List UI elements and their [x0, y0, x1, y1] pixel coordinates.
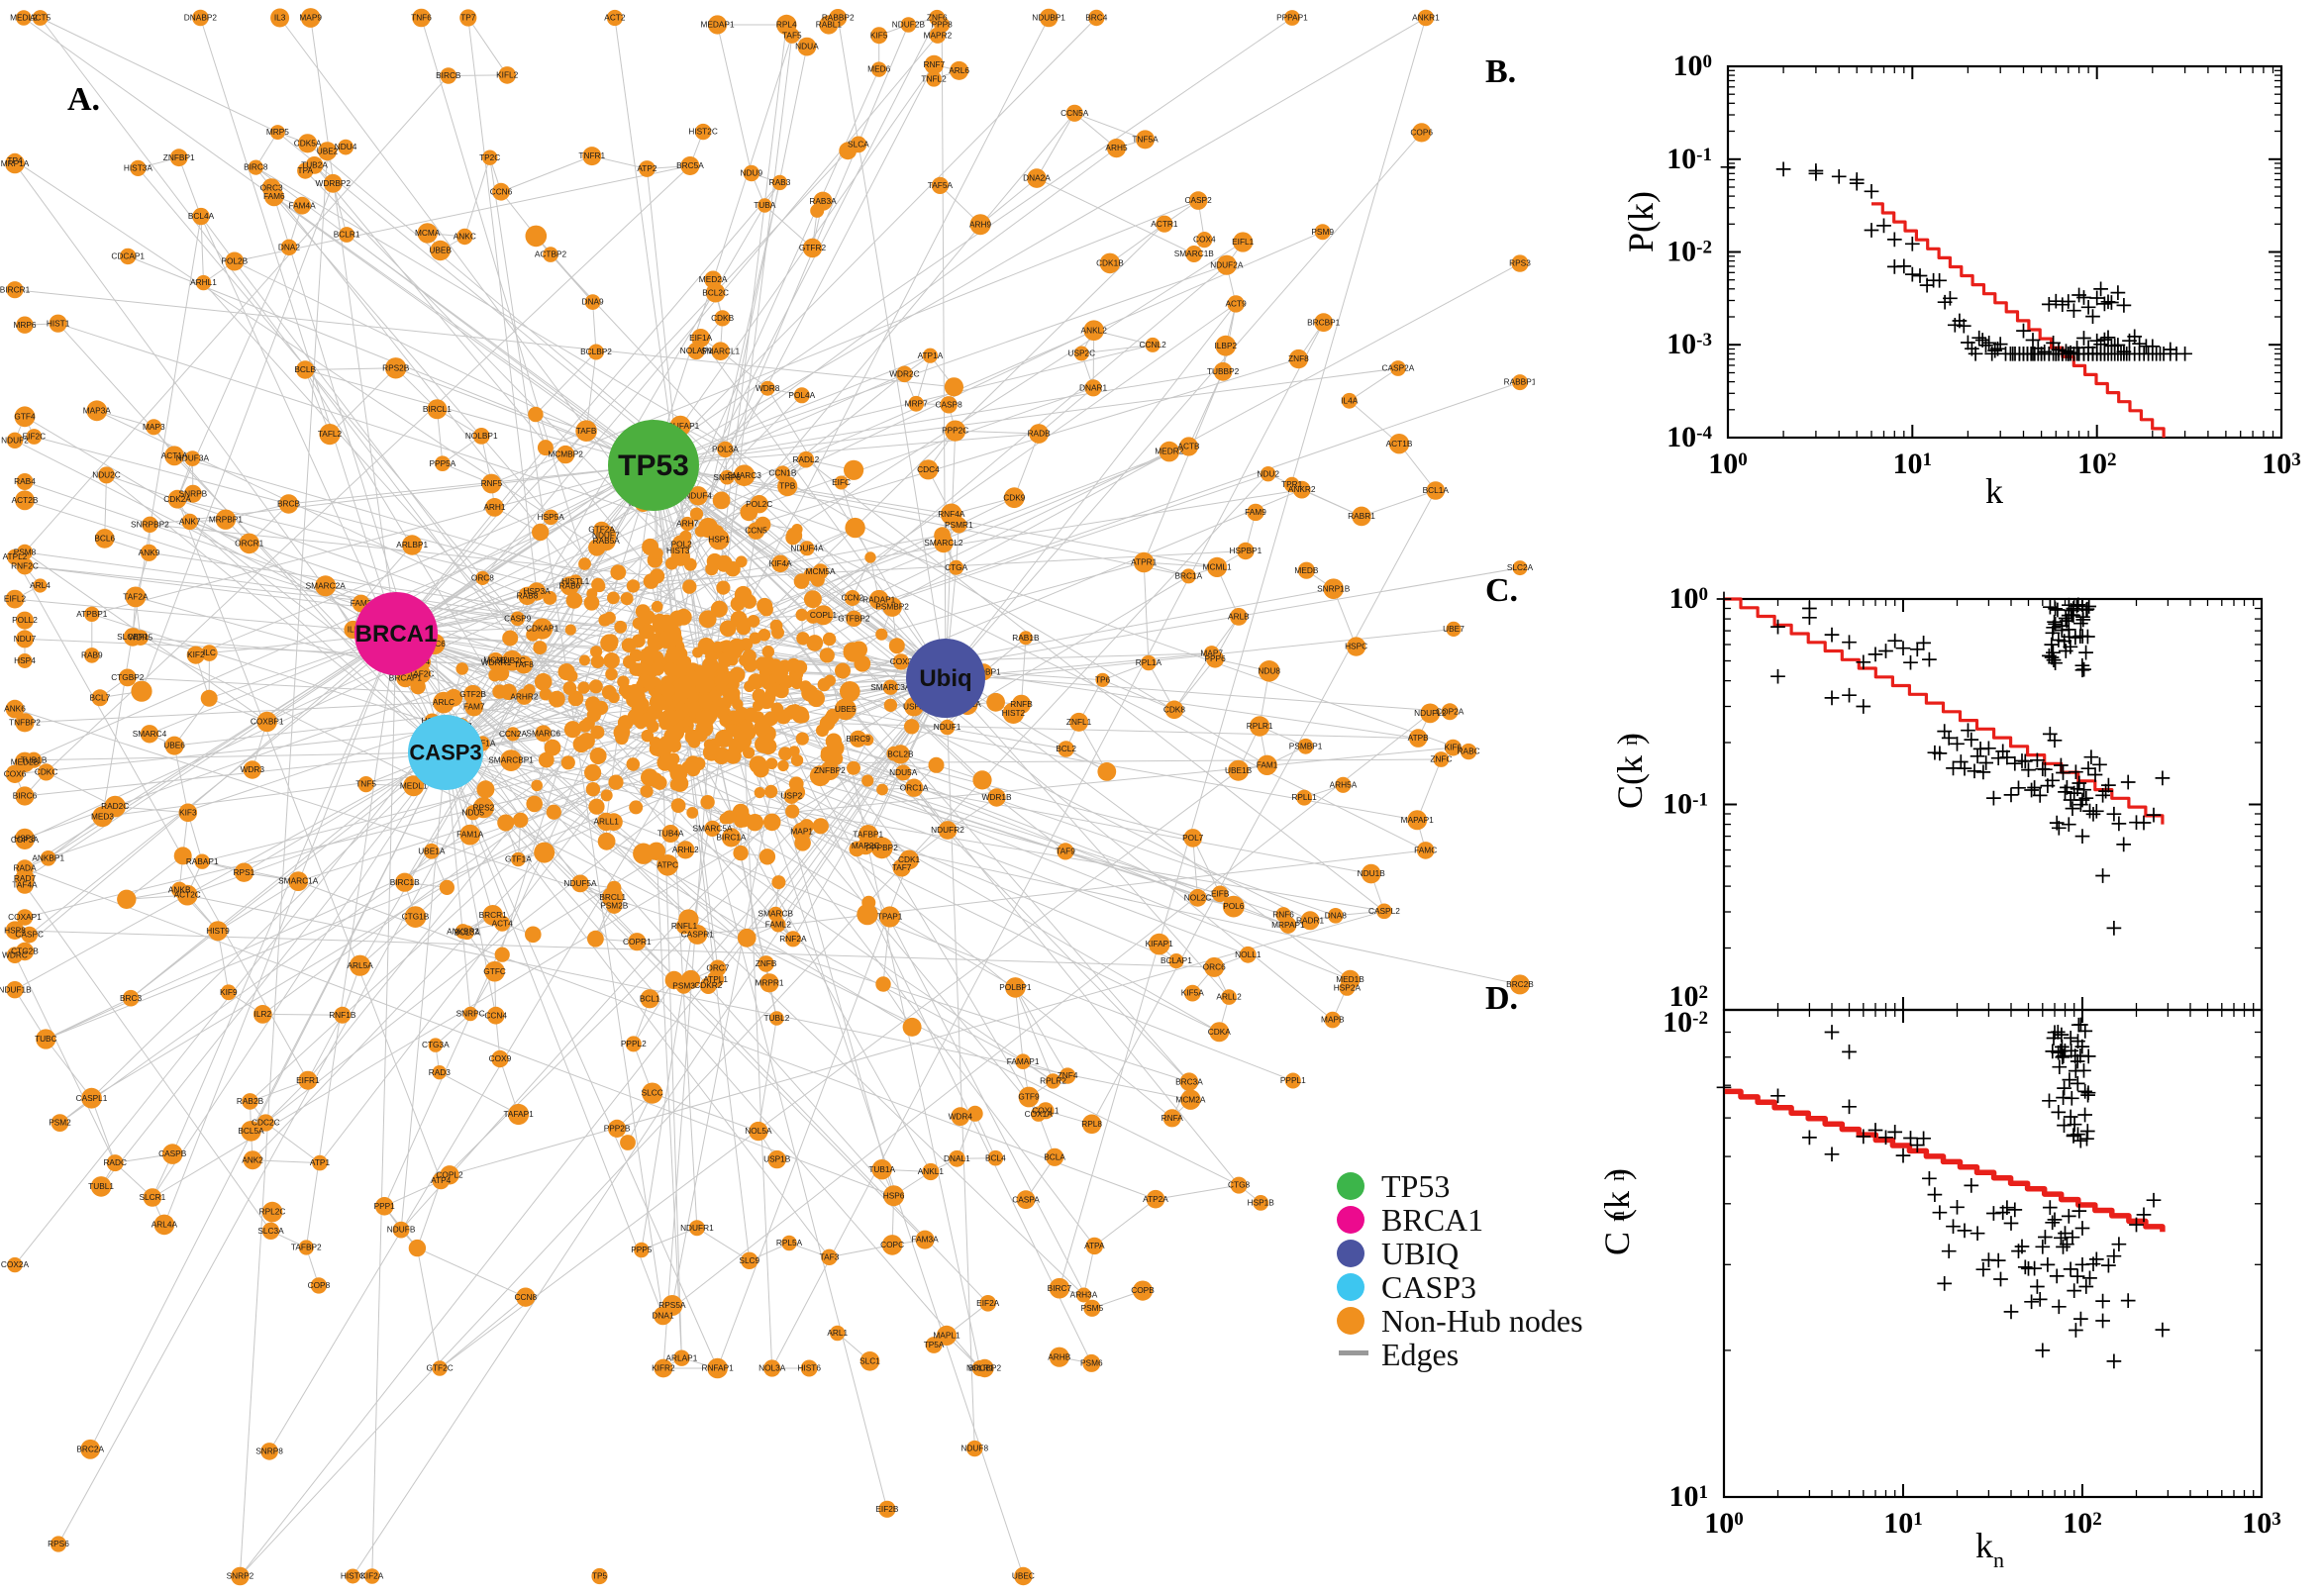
svg-text:101: 101: [1669, 1480, 1709, 1513]
svg-text:100: 100: [1673, 50, 1713, 82]
svg-text:100: 100: [1669, 582, 1709, 615]
svg-text:103: 103: [2242, 1507, 2281, 1540]
svg-text:10-1: 10-1: [1663, 788, 1708, 821]
svg-text:10-2: 10-2: [1666, 236, 1712, 268]
svg-text:101: 101: [1893, 448, 1933, 480]
svg-text:10-4: 10-4: [1666, 421, 1712, 453]
svg-text:100: 100: [1708, 448, 1748, 480]
svg-text:103: 103: [2262, 448, 2301, 480]
svg-text:10-1: 10-1: [1666, 143, 1712, 175]
svg-text:100: 100: [1704, 1507, 1744, 1540]
svg-text:101: 101: [1883, 1507, 1923, 1540]
svg-text:10-3: 10-3: [1666, 328, 1712, 360]
svg-text:102: 102: [2077, 448, 2117, 480]
svg-text:102: 102: [2063, 1507, 2102, 1540]
